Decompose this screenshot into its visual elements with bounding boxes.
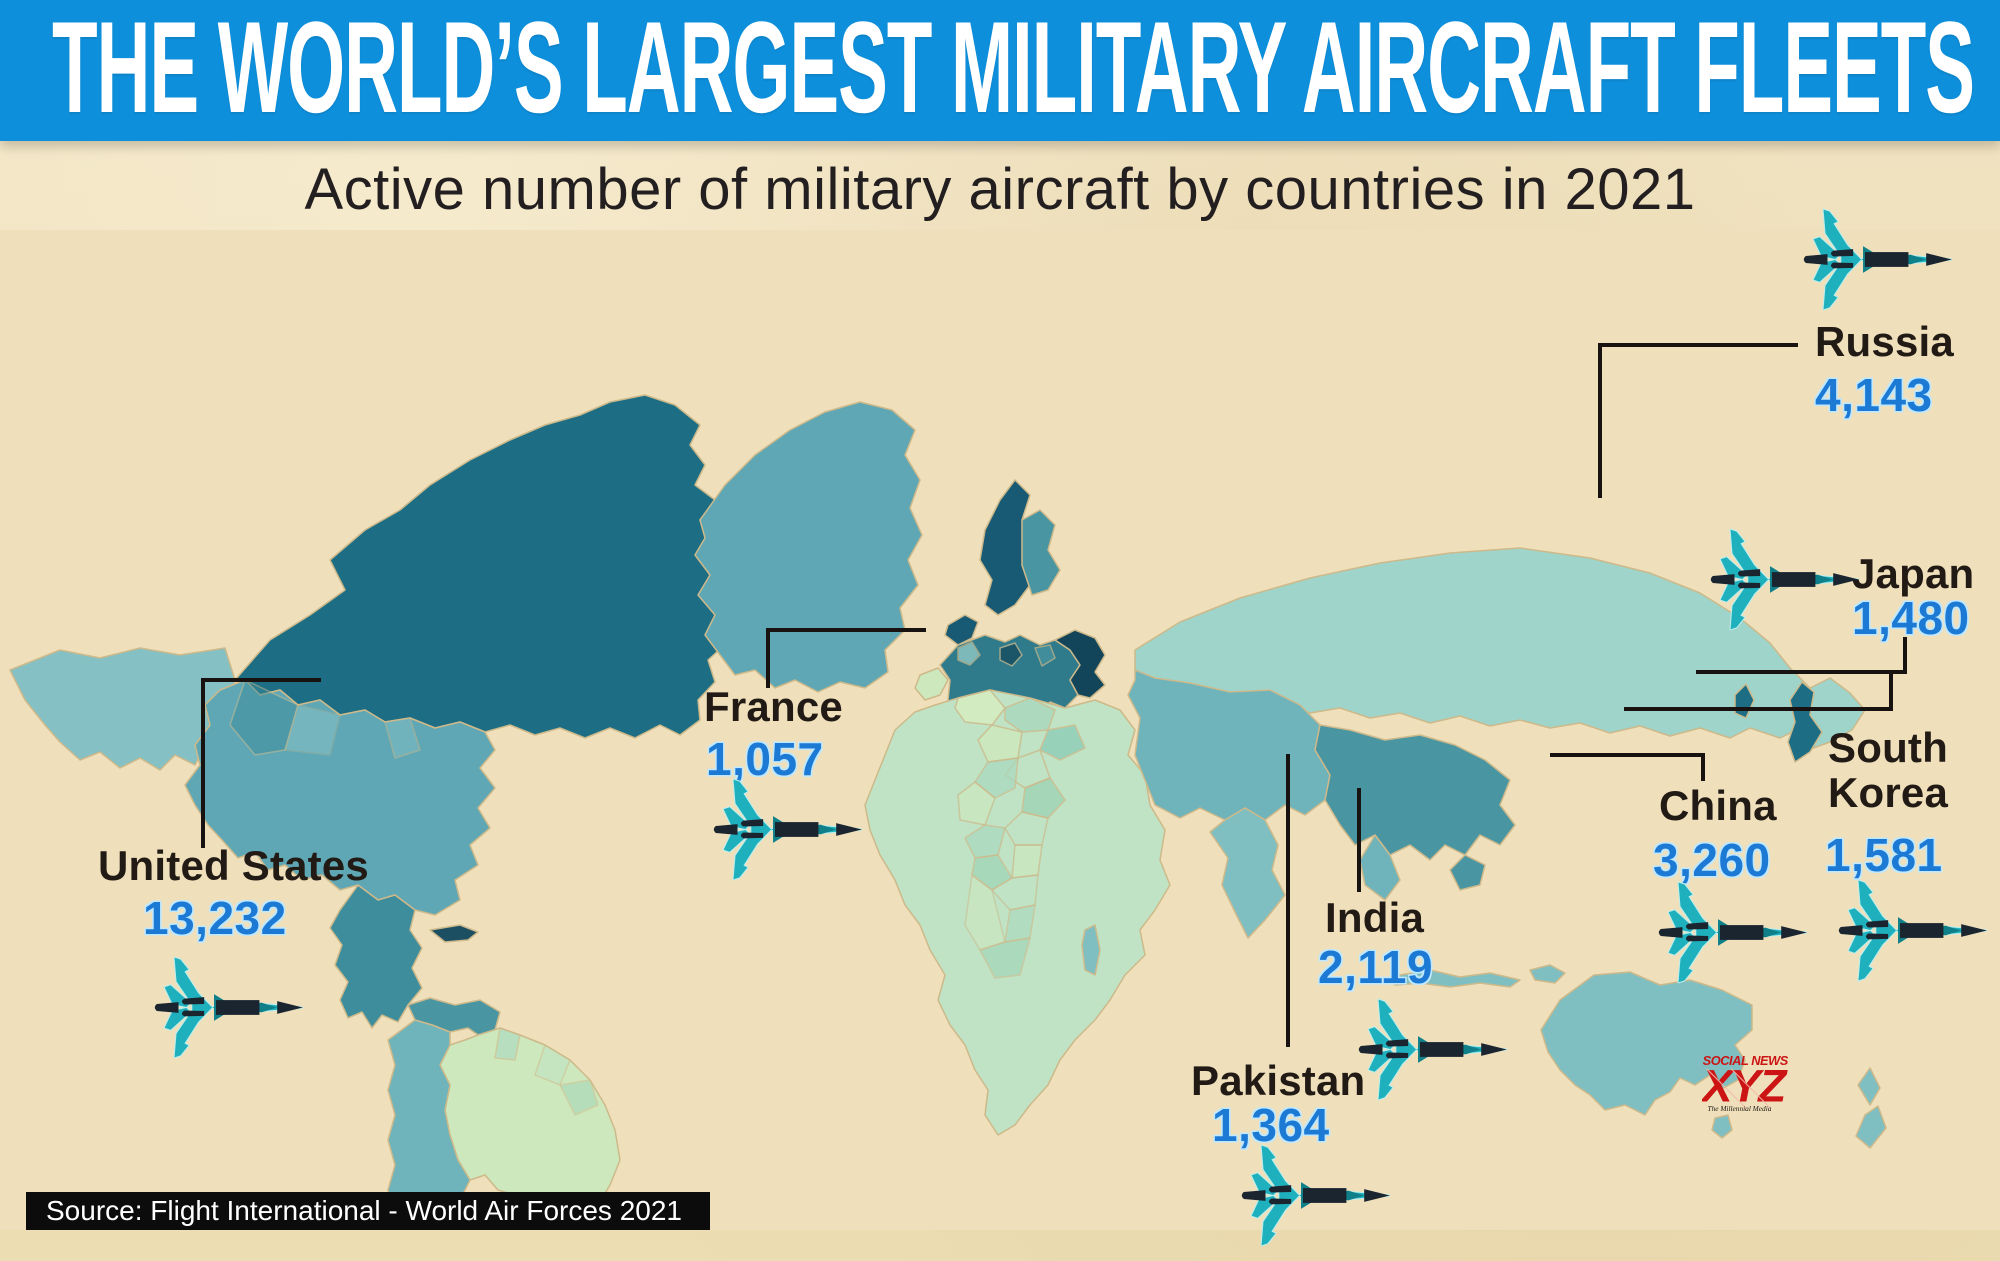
svg-text:The Millennial Media: The Millennial Media	[1708, 1104, 1772, 1112]
